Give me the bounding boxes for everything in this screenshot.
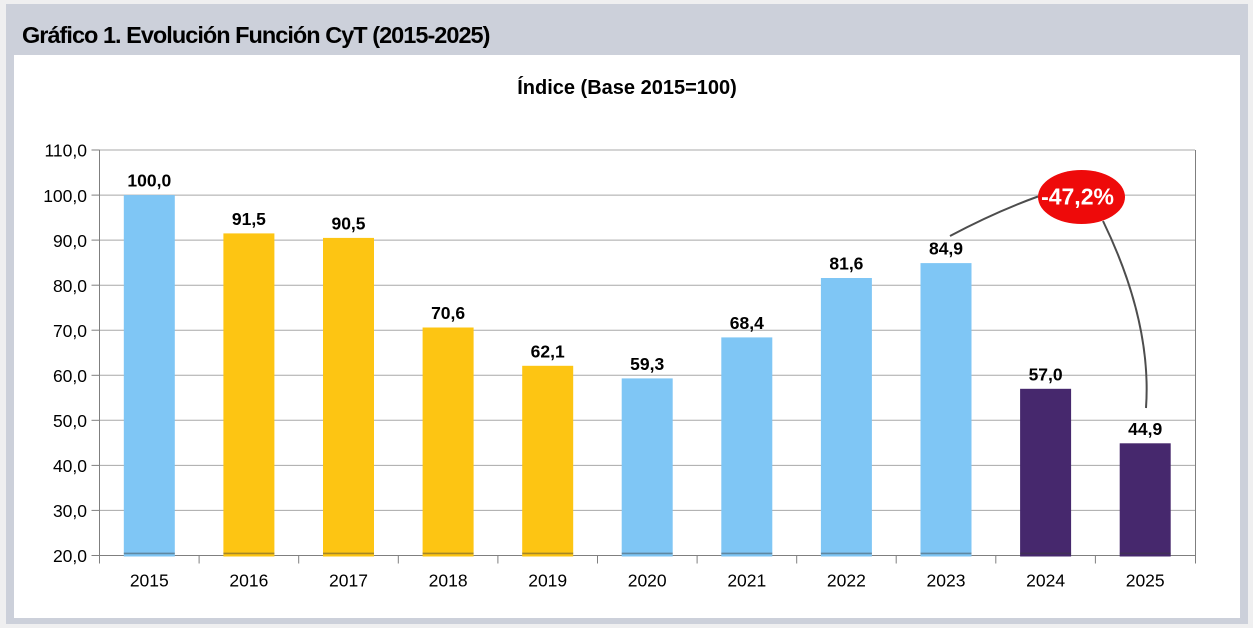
svg-text:68,4: 68,4	[730, 313, 764, 333]
svg-text:-47,2%: -47,2%	[1041, 184, 1114, 210]
svg-text:2017: 2017	[329, 571, 368, 591]
svg-text:110,0: 110,0	[45, 141, 88, 161]
svg-text:30,0: 30,0	[53, 501, 87, 521]
svg-text:2021: 2021	[727, 571, 766, 591]
svg-text:2019: 2019	[528, 571, 567, 591]
svg-text:70,0: 70,0	[53, 321, 87, 341]
svg-text:2020: 2020	[628, 571, 667, 591]
svg-text:91,5: 91,5	[232, 209, 266, 229]
svg-text:70,6: 70,6	[431, 303, 465, 323]
svg-text:40,0: 40,0	[53, 456, 87, 476]
svg-text:50,0: 50,0	[53, 411, 87, 431]
svg-text:2018: 2018	[429, 571, 468, 591]
svg-text:2016: 2016	[229, 571, 268, 591]
svg-text:2025: 2025	[1126, 571, 1165, 591]
svg-text:100,0: 100,0	[127, 171, 171, 191]
svg-text:2023: 2023	[927, 571, 966, 591]
svg-text:60,0: 60,0	[53, 366, 87, 386]
svg-text:62,1: 62,1	[531, 341, 565, 361]
svg-text:100,0: 100,0	[43, 186, 87, 206]
svg-text:90,0: 90,0	[53, 231, 87, 251]
svg-text:59,3: 59,3	[630, 354, 664, 374]
svg-text:81,6: 81,6	[829, 254, 863, 274]
svg-text:20,0: 20,0	[53, 546, 87, 566]
svg-text:80,0: 80,0	[53, 276, 87, 296]
svg-text:84,9: 84,9	[929, 239, 963, 259]
svg-text:57,0: 57,0	[1029, 364, 1063, 384]
svg-text:90,5: 90,5	[331, 213, 365, 233]
svg-text:2024: 2024	[1026, 571, 1065, 591]
svg-text:2015: 2015	[130, 571, 169, 591]
svg-text:Gráfico 1. Evolución Función C: Gráfico 1. Evolución Función CyT (2015-2…	[22, 22, 490, 48]
svg-text:44,9: 44,9	[1128, 419, 1162, 439]
svg-text:Índice (Base 2015=100): Índice (Base 2015=100)	[517, 76, 737, 99]
svg-text:2022: 2022	[827, 571, 866, 591]
